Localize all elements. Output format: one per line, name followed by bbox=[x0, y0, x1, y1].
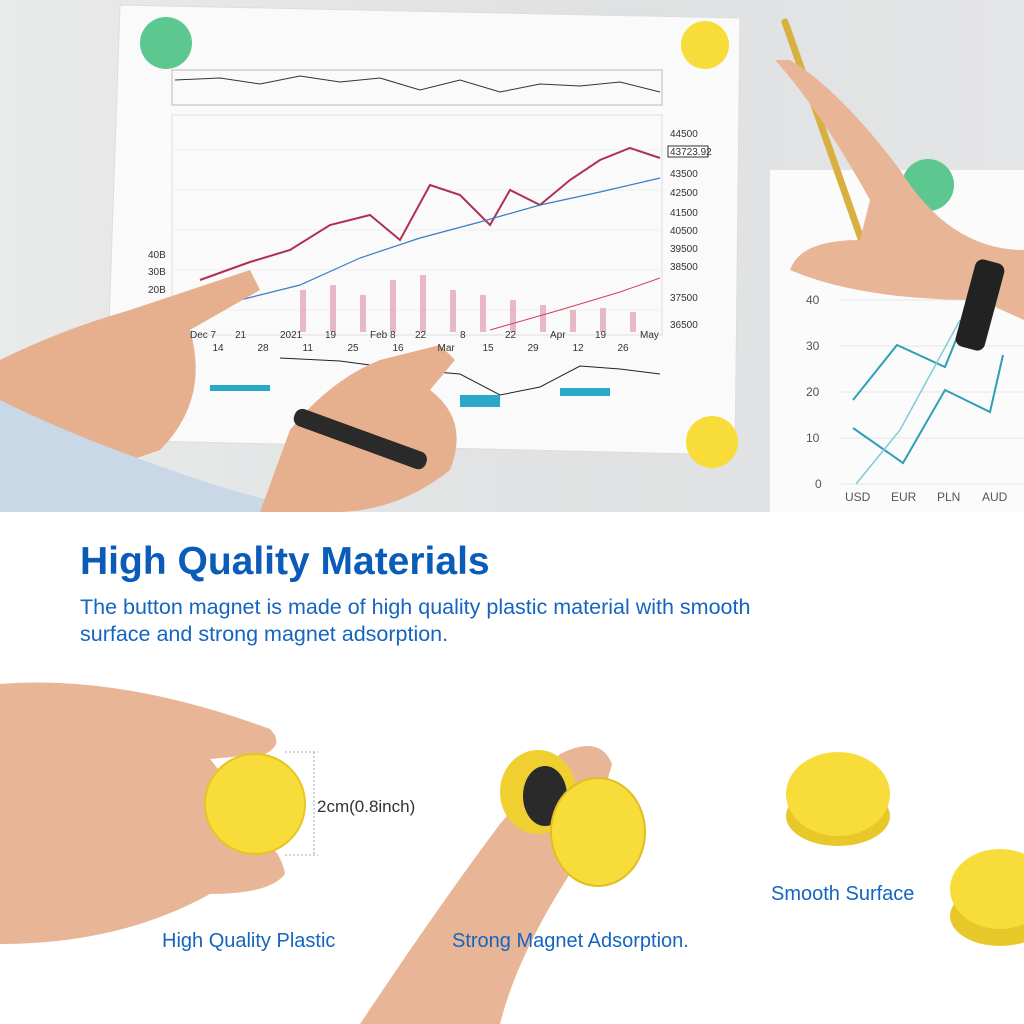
svg-text:AUD: AUD bbox=[982, 490, 1008, 504]
magnet-top-view bbox=[786, 752, 890, 836]
svg-text:44500: 44500 bbox=[670, 129, 698, 140]
side-chart-x-ticks: USD EUR PLN AUD bbox=[845, 490, 1008, 504]
x-tick-label: 15 bbox=[483, 343, 495, 354]
x-tick-label: May bbox=[640, 330, 659, 341]
hand-left bbox=[0, 682, 285, 944]
x-tick-label: 11 bbox=[303, 343, 314, 354]
svg-text:37500: 37500 bbox=[670, 293, 698, 304]
svg-text:42500: 42500 bbox=[670, 188, 698, 199]
magnet-partial bbox=[950, 849, 1024, 929]
caption-plastic: High Quality Plastic bbox=[162, 930, 336, 952]
x-tick-label: Mar bbox=[438, 343, 456, 354]
svg-text:USD: USD bbox=[845, 490, 871, 504]
x-tick-label: 19 bbox=[595, 330, 607, 341]
svg-text:39500: 39500 bbox=[670, 244, 698, 255]
svg-text:36500: 36500 bbox=[670, 320, 698, 331]
x-tick-label: 28 bbox=[258, 343, 270, 354]
x-tick-label: 25 bbox=[348, 343, 360, 354]
magnet-illustrations bbox=[0, 682, 1024, 1024]
x-tick-label: 26 bbox=[618, 343, 630, 354]
x-tick-label: 2021 bbox=[280, 330, 303, 341]
dimension-label: 2cm(0.8inch) bbox=[317, 797, 416, 816]
photo-scene: 43723.92 44500 43500 42500 41500 40500 3… bbox=[0, 4, 1024, 512]
x-tick-label: 16 bbox=[393, 343, 405, 354]
x-tick-label: 14 bbox=[213, 343, 225, 354]
price-label: 43723.92 bbox=[670, 147, 712, 158]
caption-magnet: Strong Magnet Adsorption. bbox=[452, 930, 689, 952]
x-tick-label: 19 bbox=[325, 330, 337, 341]
x-tick-label: 8 bbox=[460, 330, 466, 341]
page-title: High Quality Materials bbox=[80, 540, 490, 583]
x-tick-label: 21 bbox=[235, 330, 247, 341]
svg-text:30B: 30B bbox=[148, 267, 166, 278]
x-tick-label: Dec 7 bbox=[190, 330, 217, 341]
svg-text:0: 0 bbox=[815, 477, 822, 491]
magnet-front bbox=[204, 753, 306, 855]
x-tick-label: 22 bbox=[415, 330, 427, 341]
x-tick-label: Apr bbox=[550, 330, 566, 341]
paper-chart-volume-ticks: 40B 30B 20B bbox=[148, 250, 166, 296]
product-photo: 43723.92 44500 43500 42500 41500 40500 3… bbox=[0, 0, 1024, 512]
x-tick-label: 29 bbox=[528, 343, 540, 354]
svg-text:41500: 41500 bbox=[670, 208, 698, 219]
svg-text:40500: 40500 bbox=[670, 226, 698, 237]
x-tick-label: 22 bbox=[505, 330, 517, 341]
caption-surface: Smooth Surface bbox=[771, 883, 915, 905]
svg-text:EUR: EUR bbox=[891, 490, 917, 504]
description: The button magnet is made of high qualit… bbox=[80, 595, 751, 646]
x-tick-label: Feb 8 bbox=[370, 330, 396, 341]
svg-text:PLN: PLN bbox=[937, 490, 960, 504]
svg-text:30: 30 bbox=[806, 339, 820, 353]
svg-text:43500: 43500 bbox=[670, 169, 698, 180]
svg-text:20B: 20B bbox=[148, 285, 166, 296]
paper-chart-y-ticks: 44500 43500 42500 41500 40500 39500 3850… bbox=[670, 129, 698, 331]
svg-text:20: 20 bbox=[806, 385, 820, 399]
side-chart-y-ticks: 40 30 20 10 0 bbox=[806, 293, 822, 491]
svg-text:40: 40 bbox=[806, 293, 820, 307]
magnet-side-front bbox=[550, 777, 646, 887]
x-tick-label: 12 bbox=[573, 343, 585, 354]
svg-text:38500: 38500 bbox=[670, 262, 698, 273]
svg-text:40B: 40B bbox=[148, 250, 166, 261]
svg-text:10: 10 bbox=[806, 431, 820, 445]
